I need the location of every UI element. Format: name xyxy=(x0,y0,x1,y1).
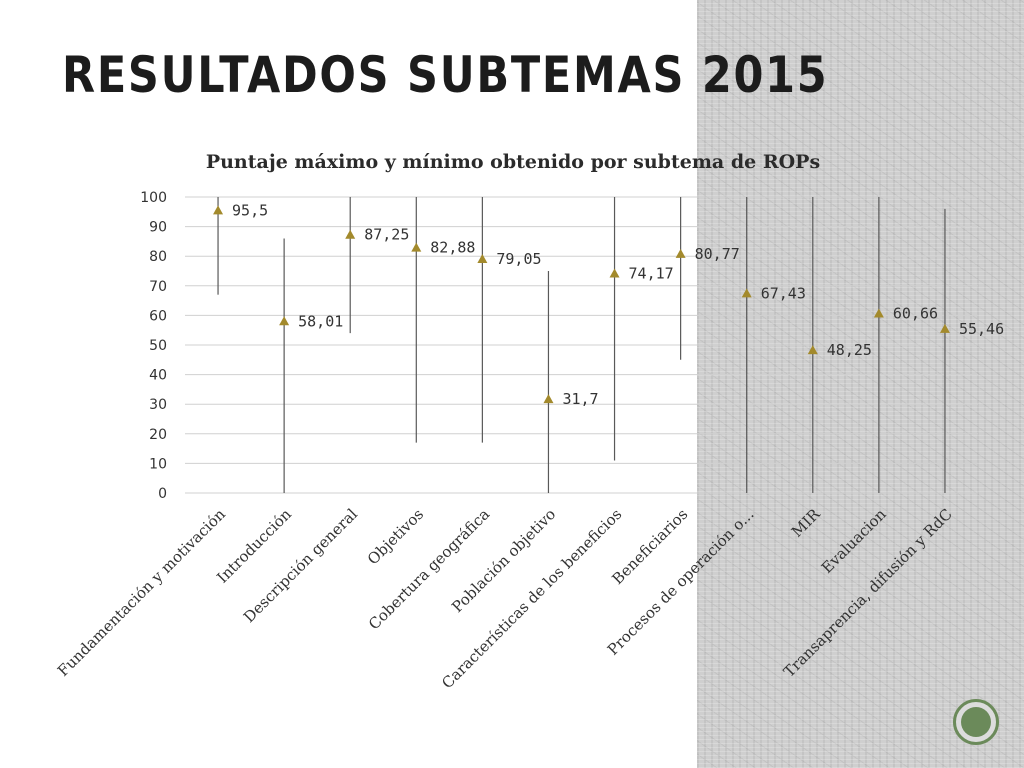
average-marker xyxy=(345,229,356,239)
average-marker xyxy=(411,242,422,252)
average-marker xyxy=(609,268,620,278)
y-tick-label: 20 xyxy=(149,427,167,443)
y-tick-label: 90 xyxy=(149,220,167,236)
circle-icon xyxy=(961,707,991,737)
data-label: 31,7 xyxy=(562,390,598,408)
category-label: Descripción general xyxy=(240,505,361,626)
y-tick-label: 100 xyxy=(140,190,167,206)
data-label: 74,17 xyxy=(629,264,674,282)
data-label: 60,66 xyxy=(893,304,938,322)
data-label: 55,46 xyxy=(959,320,1004,338)
average-marker xyxy=(477,254,488,264)
data-label: 79,05 xyxy=(496,250,541,268)
x-axis: Fundamentación y motivaciónIntroducciónD… xyxy=(54,505,956,693)
average-marker xyxy=(807,345,818,355)
y-tick-label: 40 xyxy=(149,368,167,384)
y-tick-label: 80 xyxy=(149,249,167,265)
slide-title: RESULTADOS SUBTEMAS 2015 xyxy=(62,46,829,104)
grid-layer xyxy=(185,196,978,494)
data-label: 82,88 xyxy=(430,239,475,257)
y-tick-label: 30 xyxy=(149,397,167,413)
category-label: Fundamentación y motivación xyxy=(54,505,229,680)
y-tick-label: 70 xyxy=(149,279,167,295)
average-marker xyxy=(873,308,884,318)
category-label: Cobertura geográfica xyxy=(365,505,493,633)
data-label: 80,77 xyxy=(695,245,740,263)
average-marker xyxy=(279,316,290,326)
category-label: MIR xyxy=(788,505,824,541)
category-label: Evaluacion xyxy=(818,505,890,577)
next-slide-button[interactable] xyxy=(953,699,999,745)
data-label: 67,43 xyxy=(761,284,806,302)
average-marker xyxy=(543,394,554,404)
data-label: 58,01 xyxy=(298,312,343,330)
textured-background-panel xyxy=(697,0,1024,768)
category-label: Objetivos xyxy=(364,505,427,568)
y-tick-label: 60 xyxy=(149,308,167,324)
y-axis: 0 10 20 30 40 50 60 70 80 90 100 xyxy=(140,190,167,502)
average-marker xyxy=(213,205,224,215)
y-tick-label: 0 xyxy=(158,486,167,502)
data-label: 48,25 xyxy=(827,341,872,359)
data-label: 95,5 xyxy=(232,201,268,219)
range-lines xyxy=(217,197,946,493)
markers xyxy=(213,205,950,404)
data-label: 87,25 xyxy=(364,226,409,244)
y-tick-label: 10 xyxy=(149,456,167,472)
average-marker xyxy=(675,248,686,258)
average-marker xyxy=(741,288,752,298)
average-marker xyxy=(939,323,950,333)
data-labels: 95,5 58,01 87,25 82,88 79,05 31,7 74,17 80,77 67… xyxy=(232,201,1004,408)
chart-title: Puntaje máximo y mínimo obtenido por sub… xyxy=(206,151,820,173)
y-tick-label: 50 xyxy=(149,338,167,354)
